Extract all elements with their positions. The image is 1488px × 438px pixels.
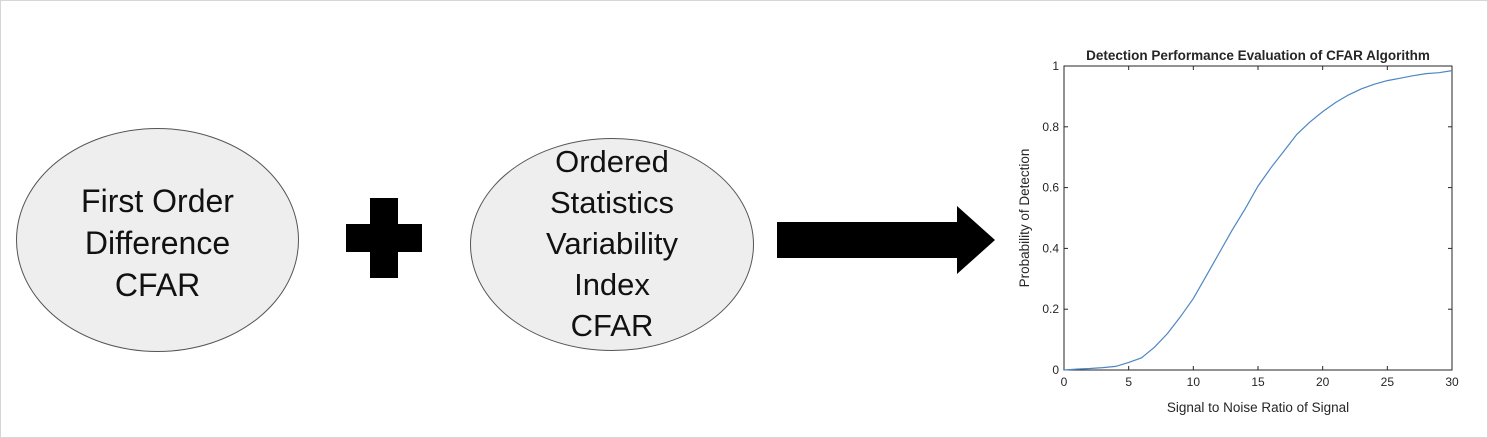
- node-label-line: Variability: [545, 226, 679, 261]
- x-tick-label: 10: [1187, 375, 1201, 389]
- node-label-line: Difference: [84, 225, 231, 261]
- first-order-difference-cfar-node: First Order Difference CFAR: [16, 128, 299, 352]
- x-axis-label: Signal to Noise Ratio of Signal: [1167, 400, 1349, 415]
- node-label-line: Ordered: [555, 144, 669, 179]
- y-tick-label: 0.2: [1042, 302, 1059, 316]
- node-label-line: Statistics: [549, 185, 675, 220]
- node-label-line: First Order: [81, 183, 234, 219]
- right-arrow-icon: [777, 206, 995, 274]
- node-label-line: CFAR: [114, 267, 201, 303]
- x-tick-label: 25: [1381, 375, 1395, 389]
- plus-icon: [346, 198, 422, 278]
- detection-performance-chart: Detection Performance Evaluation of CFAR…: [1017, 48, 1459, 415]
- ordered-statistics-cfar-node: Ordered Statistics Variability Index CFA…: [470, 138, 754, 351]
- node-label-line: Index: [574, 267, 650, 302]
- x-tick-label: 15: [1251, 375, 1265, 389]
- y-tick-label: 1: [1052, 59, 1059, 73]
- y-axis-label: Probability of Detection: [1017, 149, 1032, 288]
- y-tick-label: 0.4: [1042, 241, 1059, 255]
- y-tick-label: 0.6: [1042, 181, 1059, 195]
- y-tick-label: 0: [1052, 363, 1059, 377]
- node-label-line: CFAR: [570, 308, 654, 343]
- y-tick-label: 0.8: [1042, 120, 1059, 134]
- pd-curve-line: [1063, 70, 1453, 371]
- axis-ticks: 0 5 10 15 20 25 30 0 0.2 0.4 0.6 0.8 1: [1042, 59, 1459, 389]
- x-tick-label: 20: [1316, 375, 1330, 389]
- x-tick-label: 0: [1061, 375, 1068, 389]
- x-tick-label: 30: [1445, 375, 1459, 389]
- x-tick-label: 5: [1125, 375, 1132, 389]
- plot-area: [1063, 65, 1453, 371]
- chart-title: Detection Performance Evaluation of CFAR…: [1086, 48, 1430, 63]
